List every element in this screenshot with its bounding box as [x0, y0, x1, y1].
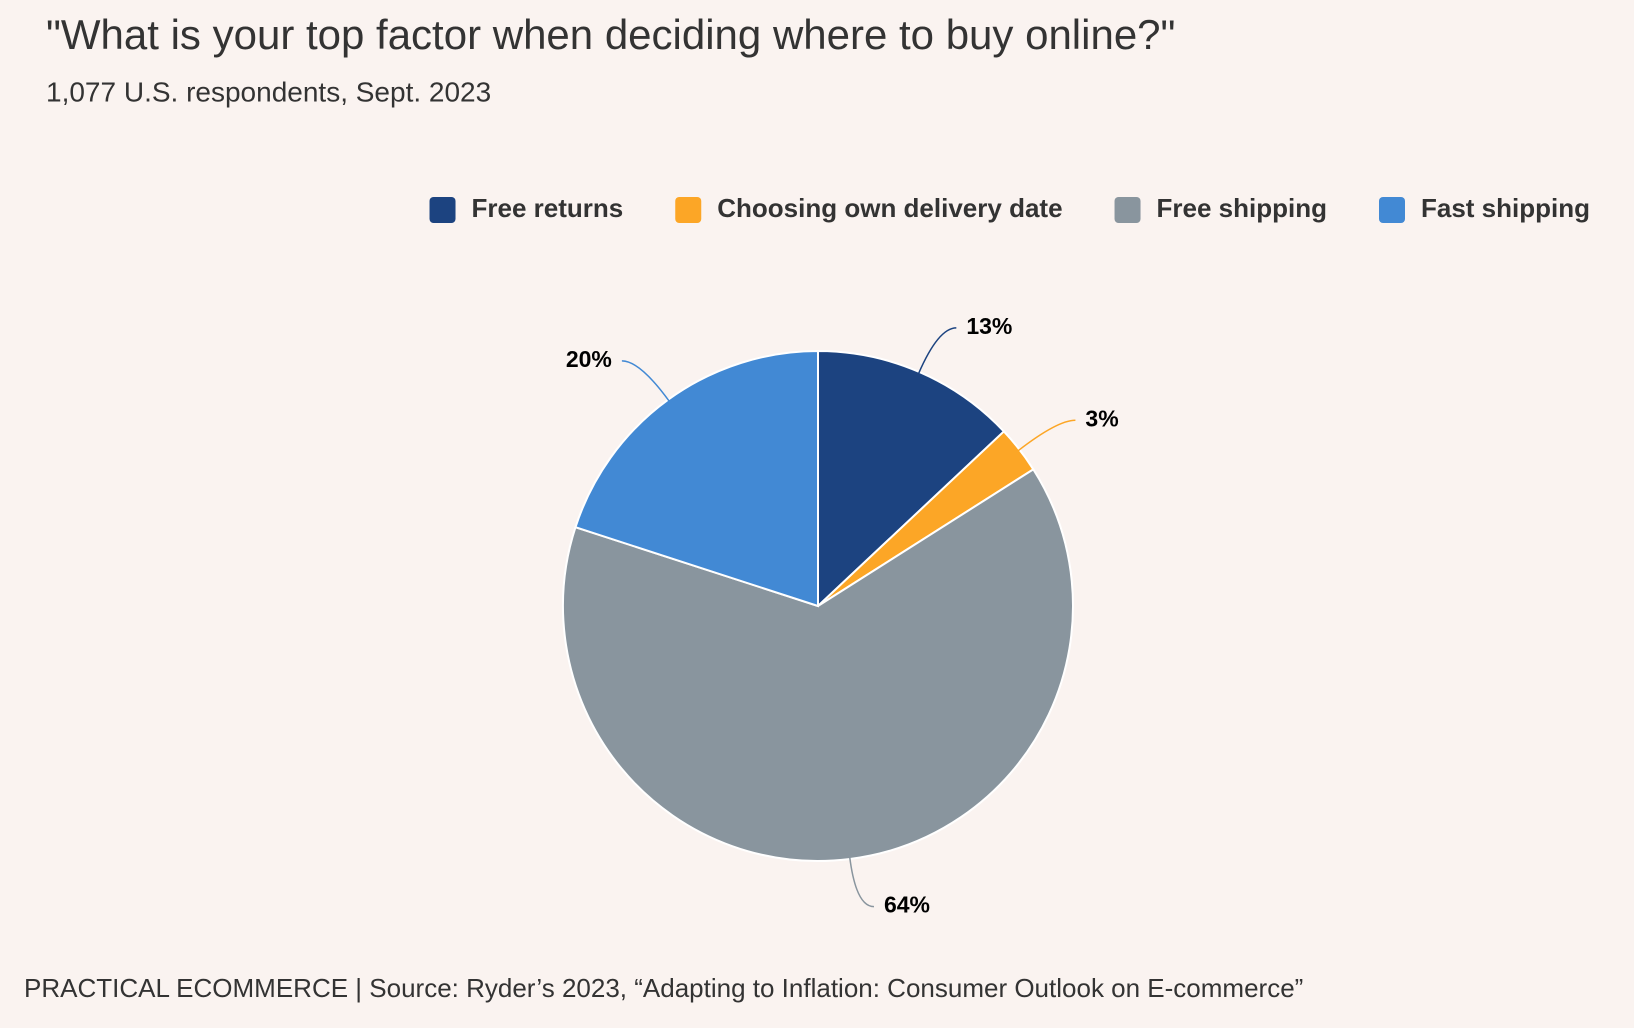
leader-line [848, 856, 875, 908]
value-label: 20% [566, 346, 612, 372]
legend-swatch [675, 197, 702, 223]
legend-swatch [1379, 197, 1405, 223]
legend-swatch [1114, 197, 1141, 223]
legend-label: Free returns [472, 193, 624, 223]
chart-source: PRACTICAL ECOMMERCE | Source: Ryder’s 20… [24, 973, 1303, 1003]
chart-subtitle: 1,077 U.S. respondents, Sept. 2023 [46, 76, 491, 107]
legend-swatch [429, 197, 456, 223]
leader-line [621, 360, 670, 402]
leader-line [1017, 419, 1076, 452]
chart-title: "What is your top factor when deciding w… [46, 11, 1175, 58]
value-label: 13% [966, 313, 1012, 339]
legend-label: Free shipping [1157, 193, 1327, 223]
legend-label: Fast shipping [1421, 193, 1590, 223]
value-label: 3% [1085, 405, 1118, 431]
value-label: 64% [884, 892, 930, 918]
legend-label: Choosing own delivery date [717, 193, 1062, 223]
leader-line [917, 327, 957, 375]
